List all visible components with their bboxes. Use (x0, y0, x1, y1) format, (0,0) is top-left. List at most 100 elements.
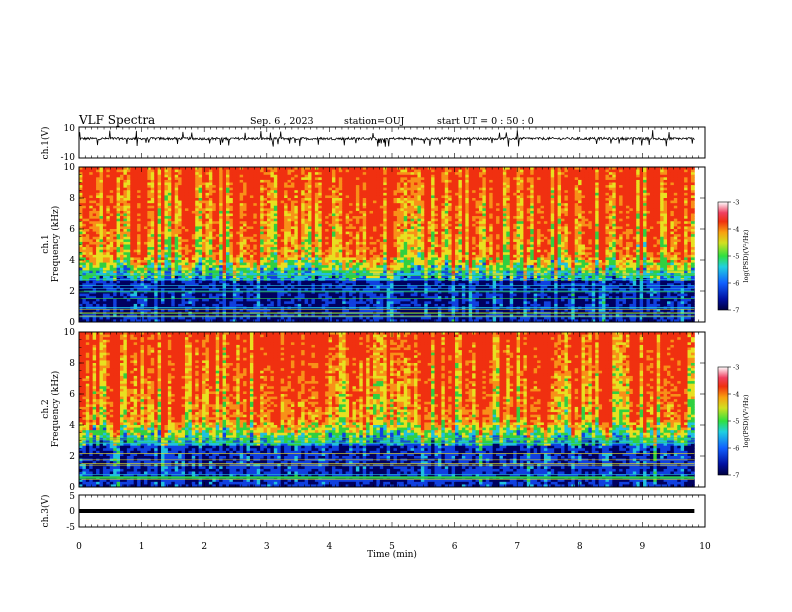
spectrogram-cell (294, 317, 298, 320)
spectrogram-cell (123, 190, 127, 193)
spectrogram-cell (346, 268, 350, 271)
spectrogram-cell (315, 250, 319, 253)
spectrogram-cell (308, 211, 312, 214)
spectrogram-cell (202, 211, 206, 214)
spectrogram-cell (311, 188, 315, 191)
spectrogram-cell (308, 245, 312, 248)
spectrogram-cell (308, 172, 312, 175)
spectrogram-cell (264, 242, 268, 245)
spectrogram-cell (315, 234, 319, 237)
spectrogram-cell (209, 170, 213, 173)
spectrogram-cell (270, 242, 274, 245)
spectrogram-cell (199, 185, 203, 188)
spectrogram-cell (305, 193, 309, 196)
spectrogram-cell (161, 265, 165, 268)
spectrogram-cell (325, 177, 329, 180)
spectrogram-cell (195, 304, 199, 307)
spectrogram-cell (294, 170, 298, 173)
spectrogram-cell (164, 294, 168, 297)
spectrogram-cell (202, 190, 206, 193)
spectrogram-cell (171, 206, 175, 209)
spectrogram-cell (226, 219, 230, 222)
spectrogram-cell (346, 263, 350, 266)
spectrogram-cell (82, 177, 86, 180)
spectrogram-cell (322, 175, 326, 178)
spectrogram-cell (349, 234, 353, 237)
spectrogram-cell (151, 172, 155, 175)
spectrogram-cell (134, 188, 138, 191)
spectrogram-cell (110, 172, 114, 175)
spectrogram-cell (253, 268, 257, 271)
spectrogram-cell (185, 260, 189, 263)
spectrogram-cell (192, 242, 196, 245)
spectrogram-cell (233, 216, 237, 219)
spectrogram-cell (144, 201, 148, 204)
spectrogram-cell (291, 237, 295, 240)
spectrogram-cell (294, 211, 298, 214)
spectrogram-cell (212, 206, 216, 209)
spectrogram-cell (86, 183, 90, 186)
spectrogram-cell (226, 242, 230, 245)
spectrogram-cell (267, 175, 271, 178)
spectrogram-cell (226, 299, 230, 302)
spectrogram-cell (274, 226, 278, 229)
spectrogram-cell (182, 214, 186, 217)
spectrogram-cell (270, 245, 274, 248)
spectrogram-cell (233, 211, 237, 214)
spectrogram-cell (89, 247, 93, 250)
spectrogram-cell (209, 195, 213, 198)
spectrogram-cell (270, 208, 274, 211)
spectrogram-cell (240, 195, 244, 198)
spectrogram-cell (301, 180, 305, 183)
spectrogram-cell (322, 304, 326, 307)
spectrogram-cell (209, 185, 213, 188)
spectrogram-cell (216, 239, 220, 242)
spectrogram-cell (288, 250, 292, 253)
spectrogram-cell (260, 224, 264, 227)
spectrogram-cell (117, 170, 121, 173)
spectrogram-cell (264, 190, 268, 193)
spectrogram-cell (79, 294, 83, 297)
spectrogram-cell (219, 247, 223, 250)
spectrogram-cell (188, 183, 192, 186)
spectrogram-cell (250, 265, 254, 268)
spectrogram-cell (216, 221, 220, 224)
spectrogram-cell (298, 203, 302, 206)
spectrogram-cell (110, 216, 114, 219)
spectrogram-cell (305, 180, 309, 183)
spectrogram-cell (346, 260, 350, 263)
spectrogram-cell (110, 177, 114, 180)
spectrogram-cell (151, 208, 155, 211)
spectrogram-cell (154, 304, 158, 307)
spectrogram-cell (315, 183, 319, 186)
spectrogram-cell (243, 229, 247, 232)
spectrogram-cell (311, 229, 315, 232)
spectrogram-cell (100, 257, 104, 260)
spectrogram-cell (226, 206, 230, 209)
spectrogram-cell (253, 299, 257, 302)
spectrogram-cell (113, 172, 117, 175)
spectrogram-cell (106, 255, 110, 258)
spectrogram-cell (257, 224, 261, 227)
spectrogram-cell (281, 216, 285, 219)
spectrogram-cell (274, 214, 278, 217)
spectrogram-cell (325, 247, 329, 250)
spectrogram-cell (96, 247, 100, 250)
spectrogram-cell (192, 185, 196, 188)
spectrogram-cell (236, 203, 240, 206)
spectrogram-cell (229, 221, 233, 224)
spectrogram-cell (100, 206, 104, 209)
spectrogram-cell (226, 232, 230, 235)
spectrogram-cell (93, 245, 97, 248)
spectrogram-cell (274, 177, 278, 180)
spectrogram-cell (332, 255, 336, 258)
spectrogram-cell (192, 188, 196, 191)
spectrogram-cell (89, 172, 93, 175)
spectrogram-cell (288, 304, 292, 307)
spectrogram-cell (209, 245, 213, 248)
spectrogram-cell (161, 188, 165, 191)
spectrogram-cell (322, 214, 326, 217)
spectrogram-cell (164, 177, 168, 180)
spectrogram-cell (349, 226, 353, 229)
spectrogram-cell (134, 245, 138, 248)
